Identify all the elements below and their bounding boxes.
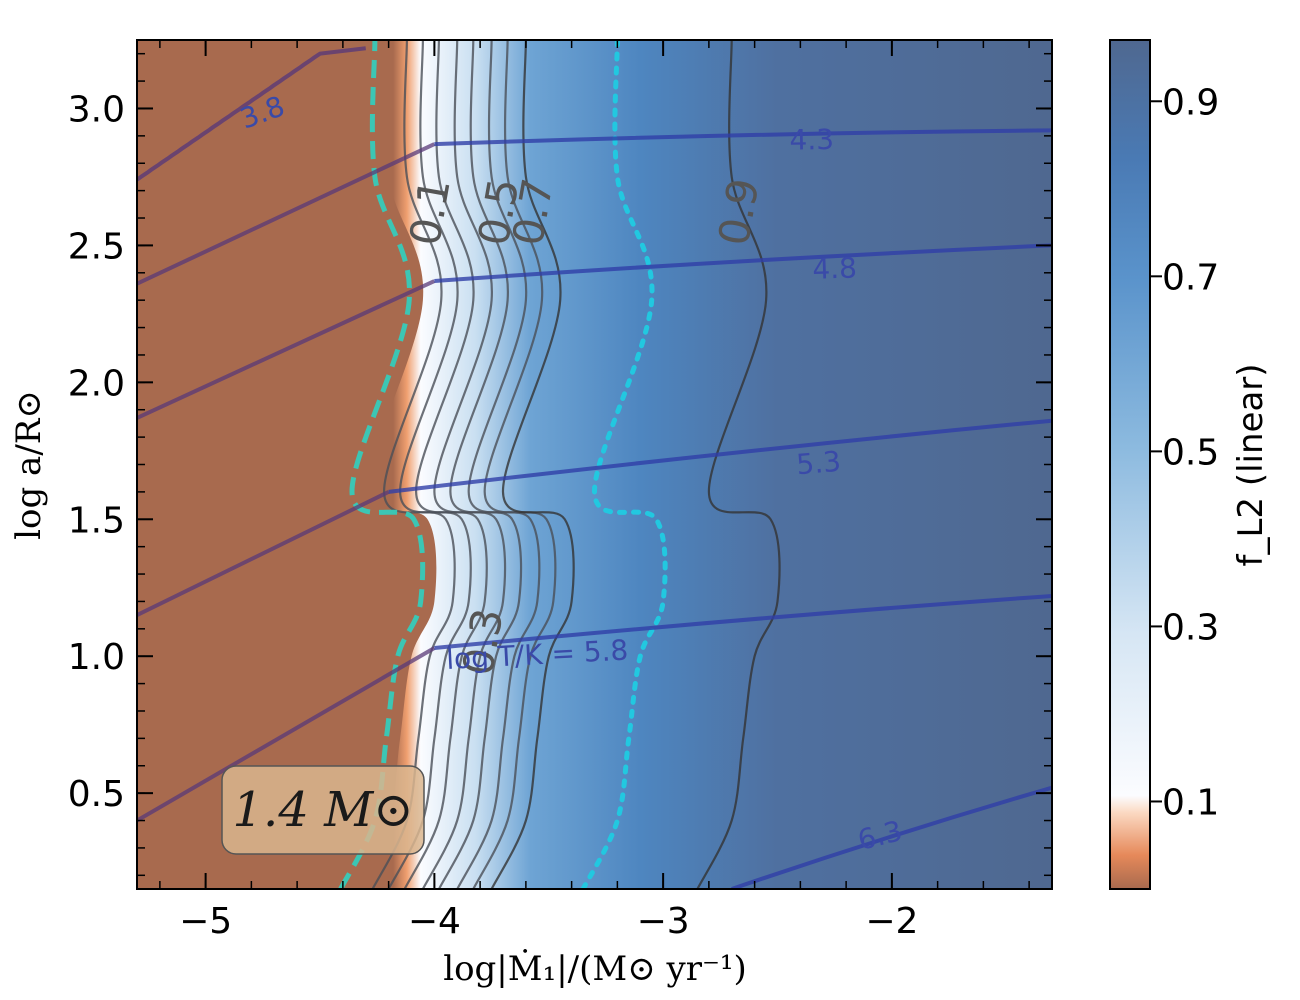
plot-area: [137, 40, 1052, 889]
temperature-contour-label: 4.3: [789, 123, 834, 157]
temperature-contour-line: [388, 418, 1052, 494]
y-tick-label: 2.0: [68, 363, 125, 404]
temperature-contour-line: [731, 785, 1052, 889]
colorbar: 0.1 0.3 0.5 0.7 0.9 f_L2 (linear): [1109, 39, 1271, 890]
temperature-contour-label: 5.3: [795, 445, 842, 482]
temperature-contour-line: [137, 142, 436, 286]
fl2-contour-line: [421, 40, 507, 889]
fl2-contour-label: 0.7: [503, 175, 563, 249]
y-tick-label: 1.5: [68, 500, 125, 541]
cyan-dashed-boundary: [338, 40, 426, 889]
temperature-contour-line: [137, 646, 436, 823]
mass-annotation-box: 1.4 M⊙: [221, 765, 425, 855]
colorbar-tick-label: 0.5: [1162, 432, 1219, 473]
y-tick-label: 1.0: [68, 637, 125, 678]
x-axis-label: log|Ṁ₁|/(M⊙ yr⁻¹): [443, 949, 747, 989]
x-tick-label: −2: [865, 901, 918, 942]
fl2-contour-line: [490, 40, 575, 889]
y-tick-label: 3.0: [68, 89, 125, 130]
fl2-contour-line: [696, 40, 781, 889]
x-tick-label: −4: [408, 901, 461, 942]
colorbar-tick-label: 0.9: [1162, 82, 1219, 123]
colorbar-label: f_L2 (linear): [1231, 363, 1271, 566]
fl2-contour-label: 0.9: [709, 175, 769, 249]
low-fl2-region: [137, 40, 437, 889]
temperature-contour-label: 4.8: [812, 251, 858, 286]
colorbar-tick-label: 0.3: [1162, 607, 1219, 648]
colorbar-gradient: [1109, 39, 1151, 890]
fl2-contour-line: [371, 40, 456, 889]
y-tick-label: 0.5: [68, 774, 125, 815]
temperature-contour-line: [137, 46, 366, 182]
fl2-contour-line: [472, 40, 557, 889]
fl2-contour-line: [403, 40, 488, 889]
temperature-contour-line: [434, 593, 1052, 650]
temperature-contour-line: [137, 490, 390, 617]
x-tick-label: −5: [179, 901, 232, 942]
mass-annotation: 1.4 M⊙: [233, 782, 414, 838]
y-tick-label: 2.5: [68, 226, 125, 267]
fl2-contour-label: 0.5: [469, 175, 529, 249]
fl2-contour-line: [387, 40, 472, 889]
fl2-contour-label: 0.3: [453, 605, 513, 679]
fl2-contour-label: 0.1: [400, 175, 460, 249]
temperature-contour-line: [434, 128, 1052, 147]
colorbar-tick-label: 0.1: [1162, 782, 1219, 823]
cyan-dotted-contour: [580, 40, 668, 889]
colorbar-tick-label: 0.7: [1162, 257, 1219, 298]
temperature-contour-line: [137, 279, 436, 420]
y-axis-label: log a/R⊙: [9, 390, 49, 540]
x-tick-label: −3: [637, 901, 690, 942]
temperature-contour-line: [434, 243, 1052, 284]
fl2-contour-line: [438, 40, 523, 889]
fl2-contour-line: [456, 40, 541, 889]
